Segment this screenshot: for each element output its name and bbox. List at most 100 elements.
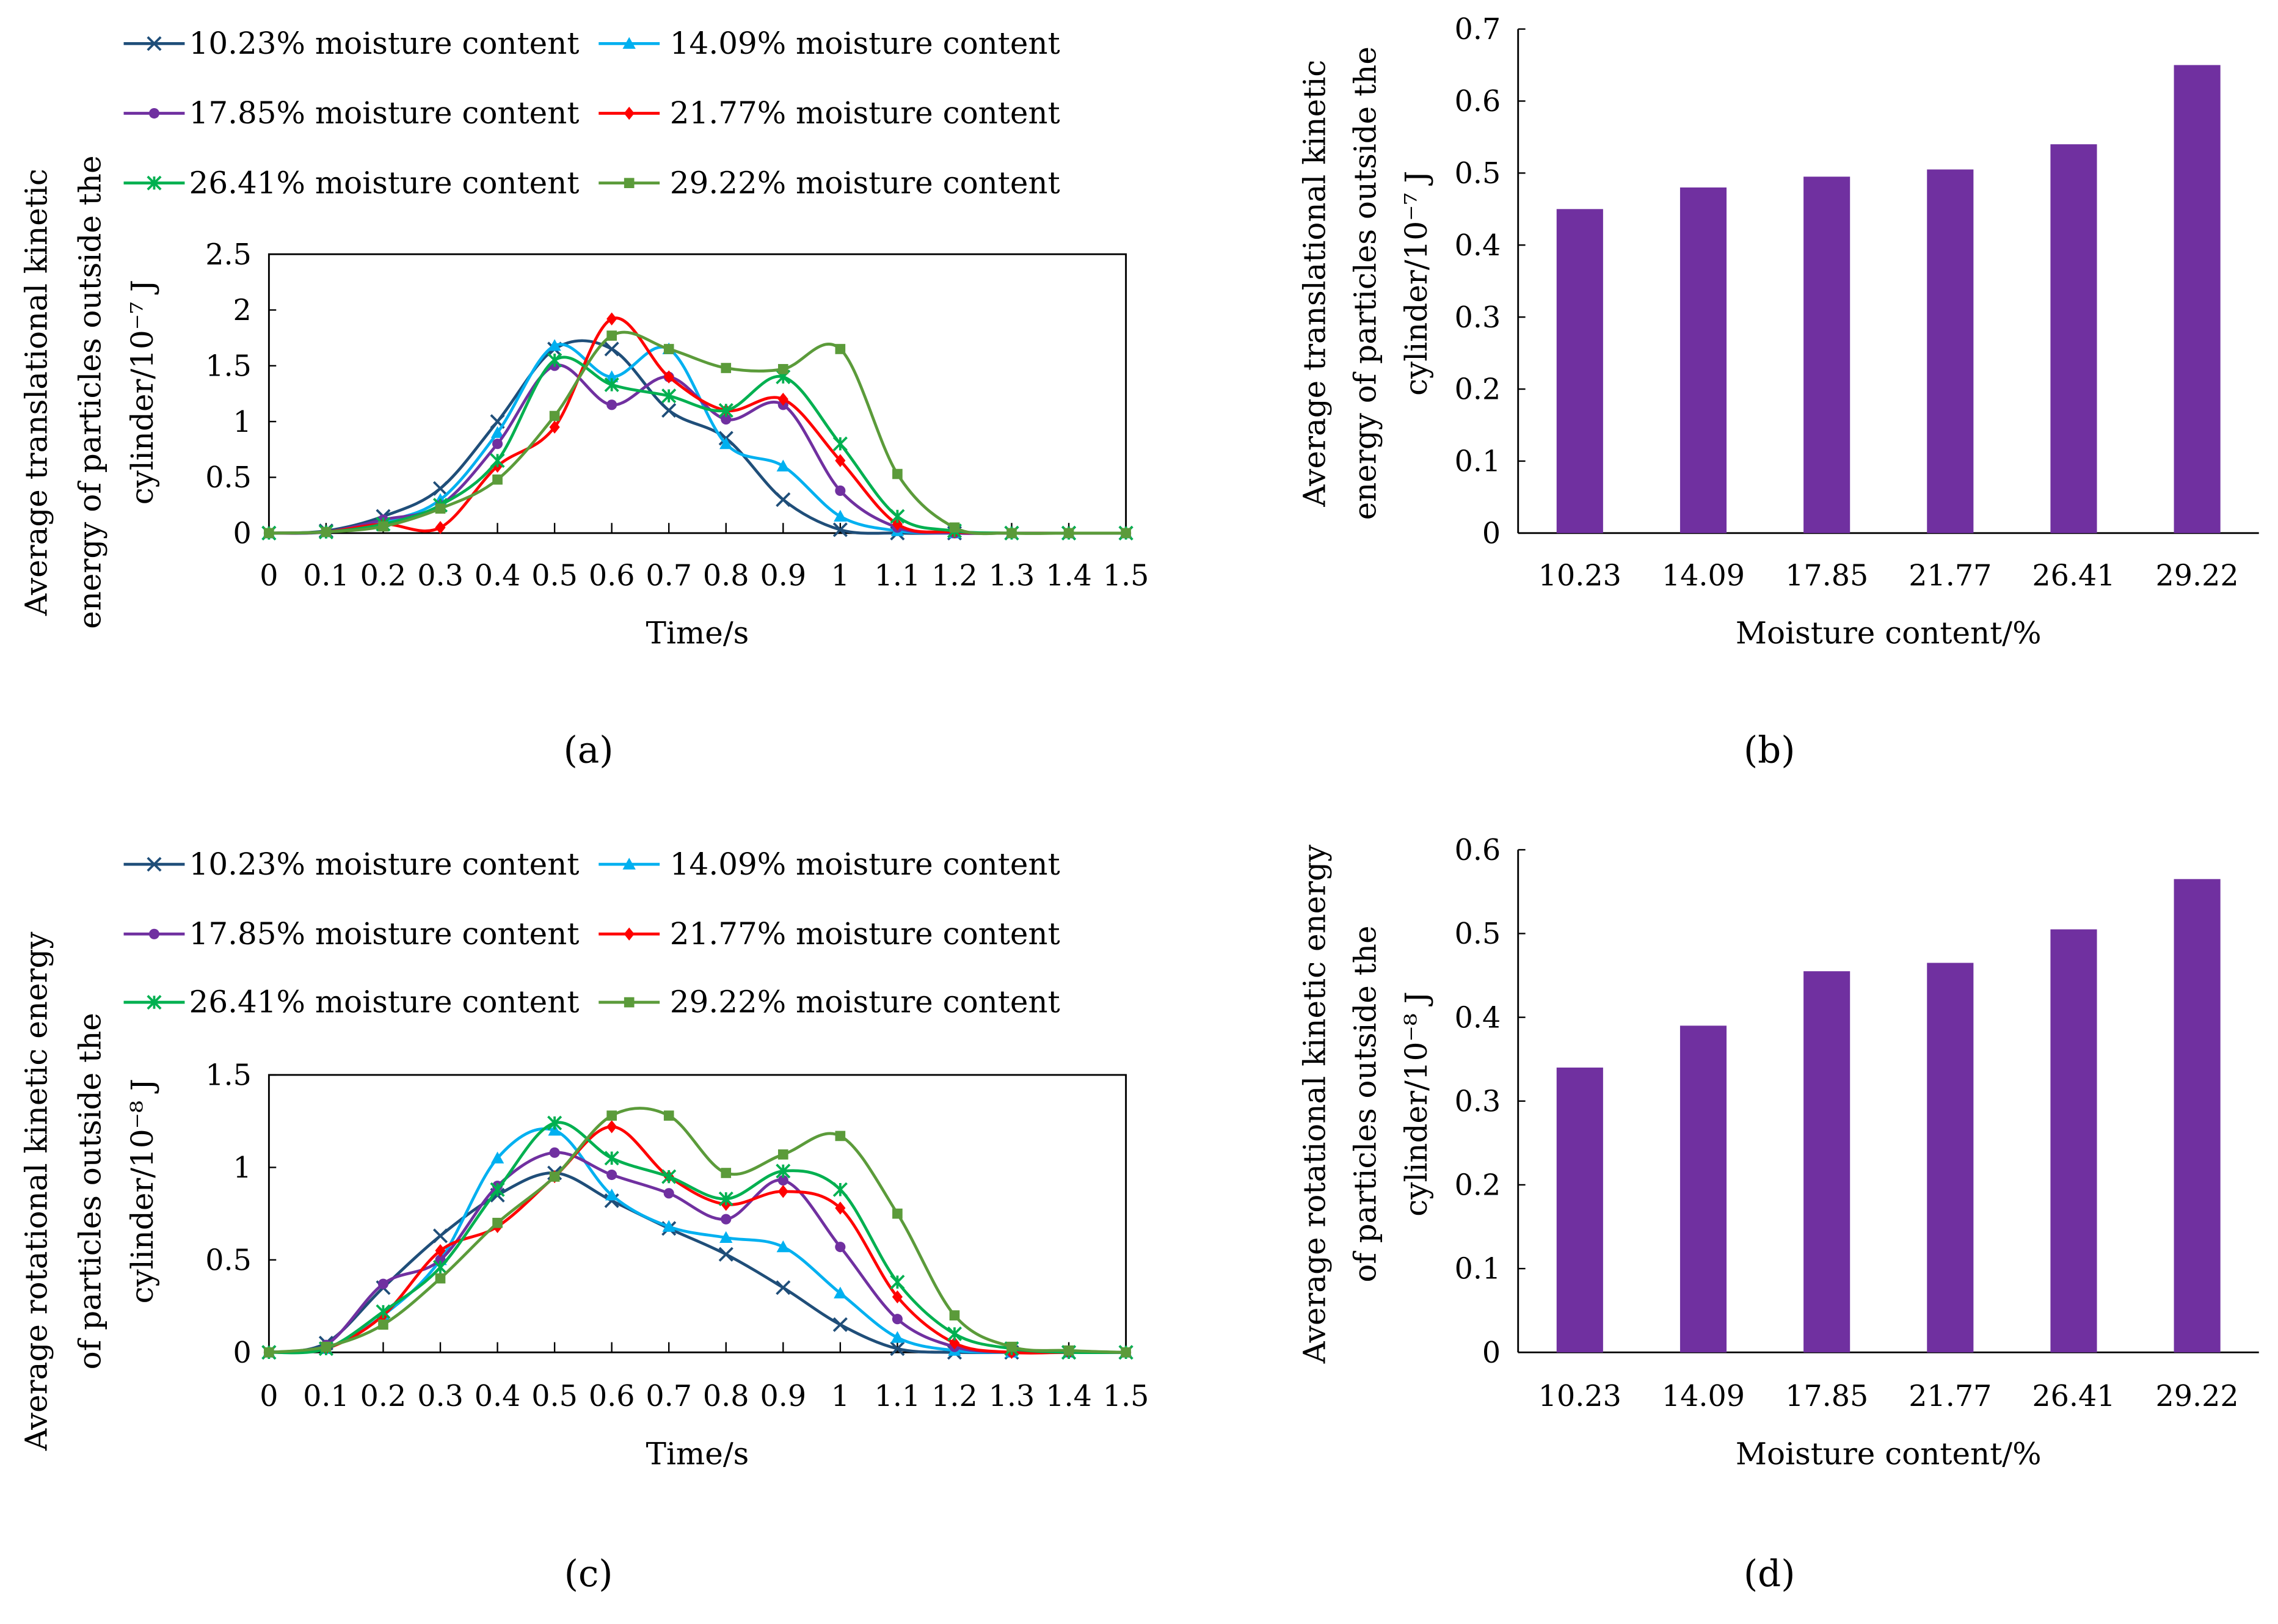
y-tick-label: 0 bbox=[233, 517, 252, 551]
x-tick-label: 21.77 bbox=[1909, 1380, 1992, 1413]
panel-caption: (d) bbox=[1744, 1553, 1795, 1595]
y-tick-label: 0 bbox=[1482, 517, 1501, 551]
x-tick-label: 21.77 bbox=[1909, 559, 1992, 592]
x-tick-label: 0.2 bbox=[360, 559, 407, 592]
y-tick-label: 0.5 bbox=[1455, 157, 1501, 191]
y-tick-label: 0.5 bbox=[1455, 917, 1501, 951]
data-point bbox=[1006, 528, 1017, 539]
legend-item: 10.23% moisture content bbox=[123, 26, 580, 61]
chart-a: 0 0.5 1 1.5 2 2.5 Average translational kineti… bbox=[18, 26, 1149, 772]
data-point bbox=[492, 1217, 503, 1228]
bar bbox=[2174, 65, 2221, 533]
data-point bbox=[834, 1286, 847, 1298]
data-point bbox=[663, 344, 674, 354]
legend-label: 29.22% moisture content bbox=[670, 985, 1060, 1020]
data-point bbox=[490, 453, 505, 468]
x-tick-label: 0.7 bbox=[646, 1380, 692, 1413]
data-point bbox=[661, 402, 677, 418]
data-point bbox=[835, 454, 846, 467]
x-tick-label: 1.2 bbox=[931, 559, 978, 592]
x-tick-label: 1.5 bbox=[1103, 559, 1149, 592]
data-point bbox=[890, 1341, 905, 1356]
data-point bbox=[721, 363, 732, 373]
x-tick-label: 0.8 bbox=[703, 559, 749, 592]
data-point bbox=[835, 1131, 846, 1142]
data-point bbox=[548, 339, 561, 351]
x-tick-label: 0.1 bbox=[303, 1380, 349, 1413]
x-tick-label: 10.23 bbox=[1538, 559, 1621, 592]
x-tick-label: 29.22 bbox=[2156, 559, 2239, 592]
data-point bbox=[892, 1208, 903, 1219]
data-point bbox=[718, 1247, 733, 1262]
data-point bbox=[604, 341, 619, 357]
data-point bbox=[432, 481, 448, 496]
legend-label: 21.77% moisture content bbox=[670, 916, 1060, 952]
panel-caption: (b) bbox=[1744, 730, 1795, 772]
data-point bbox=[890, 509, 905, 524]
y-axis-label: Average translational kinetic bbox=[1297, 60, 1332, 508]
data-point bbox=[378, 521, 388, 532]
legend-item: 14.09% moisture content bbox=[599, 847, 1060, 882]
data-point bbox=[662, 1220, 675, 1232]
data-point bbox=[777, 1149, 788, 1160]
x-tick-label: 1.1 bbox=[875, 559, 921, 592]
data-point bbox=[776, 492, 791, 508]
bar bbox=[2050, 929, 2097, 1353]
y-tick-label: 0.5 bbox=[205, 461, 252, 495]
x-tick-label: 0.9 bbox=[760, 1380, 806, 1413]
y-tick-label: 2.5 bbox=[205, 238, 252, 272]
data-point bbox=[663, 1188, 674, 1199]
legend-label: 10.23% moisture content bbox=[189, 26, 580, 61]
legend-marker bbox=[148, 107, 160, 119]
x-tick-label: 29.22 bbox=[2156, 1380, 2239, 1413]
data-point bbox=[892, 517, 903, 531]
y-tick-label: 0.3 bbox=[1455, 301, 1501, 335]
data-point bbox=[435, 1273, 446, 1284]
data-point bbox=[549, 1171, 560, 1182]
y-axis-label: cylinder/10⁻⁷ J bbox=[1399, 171, 1434, 396]
x-axis-label: Time/s bbox=[646, 616, 749, 651]
legend-label: 26.41% moisture content bbox=[189, 165, 580, 200]
y-tick-label: 0.5 bbox=[205, 1243, 252, 1277]
y-axis-label: Average rotational kinetic energy bbox=[1297, 844, 1332, 1364]
data-point bbox=[835, 485, 846, 497]
x-tick-label: 0.2 bbox=[360, 1380, 407, 1413]
y-tick-label: 2 bbox=[233, 294, 252, 327]
legend-label: 17.85% moisture content bbox=[189, 95, 580, 131]
bar bbox=[1556, 1067, 1603, 1353]
series-line bbox=[269, 1107, 1126, 1354]
series-line bbox=[269, 1125, 1126, 1355]
bar bbox=[1927, 963, 1974, 1353]
chart-d: 0 0.1 0.2 0.3 0.4 0.5 0.6 Average rotational ki… bbox=[1297, 834, 2259, 1595]
legend-marker bbox=[147, 995, 162, 1010]
data-point bbox=[264, 528, 274, 539]
legend-marker bbox=[147, 36, 162, 51]
data-point bbox=[777, 364, 788, 374]
data-point bbox=[721, 1168, 732, 1178]
x-tick-label: 0.6 bbox=[589, 559, 635, 592]
data-point bbox=[606, 1120, 617, 1134]
data-point bbox=[892, 468, 903, 479]
bar bbox=[1556, 209, 1603, 533]
data-point bbox=[890, 1275, 905, 1290]
x-tick-label: 0.8 bbox=[703, 1380, 749, 1413]
data-point bbox=[832, 522, 848, 537]
legend-item: 14.09% moisture content bbox=[599, 26, 1060, 61]
series-21.77 bbox=[263, 312, 1132, 540]
series-10.23 bbox=[261, 339, 1134, 541]
data-point bbox=[549, 410, 560, 421]
data-point bbox=[890, 1331, 904, 1343]
data-point bbox=[719, 437, 733, 450]
legend-item: 26.41% moisture content bbox=[123, 985, 579, 1020]
y-axis-label: Average rotational kinetic energy bbox=[18, 931, 54, 1451]
data-point bbox=[264, 1347, 274, 1358]
data-point bbox=[776, 1163, 791, 1179]
data-point bbox=[606, 399, 617, 410]
y-tick-label: 0 bbox=[233, 1336, 252, 1370]
x-tick-label: 0.4 bbox=[475, 559, 521, 592]
chart-b: 0 0.1 0.2 0.3 0.4 0.5 0.6 0.7 Average translatio… bbox=[1297, 13, 2259, 772]
data-point bbox=[718, 1191, 733, 1206]
x-tick-label: 0.9 bbox=[760, 559, 806, 592]
data-point bbox=[490, 1182, 505, 1197]
